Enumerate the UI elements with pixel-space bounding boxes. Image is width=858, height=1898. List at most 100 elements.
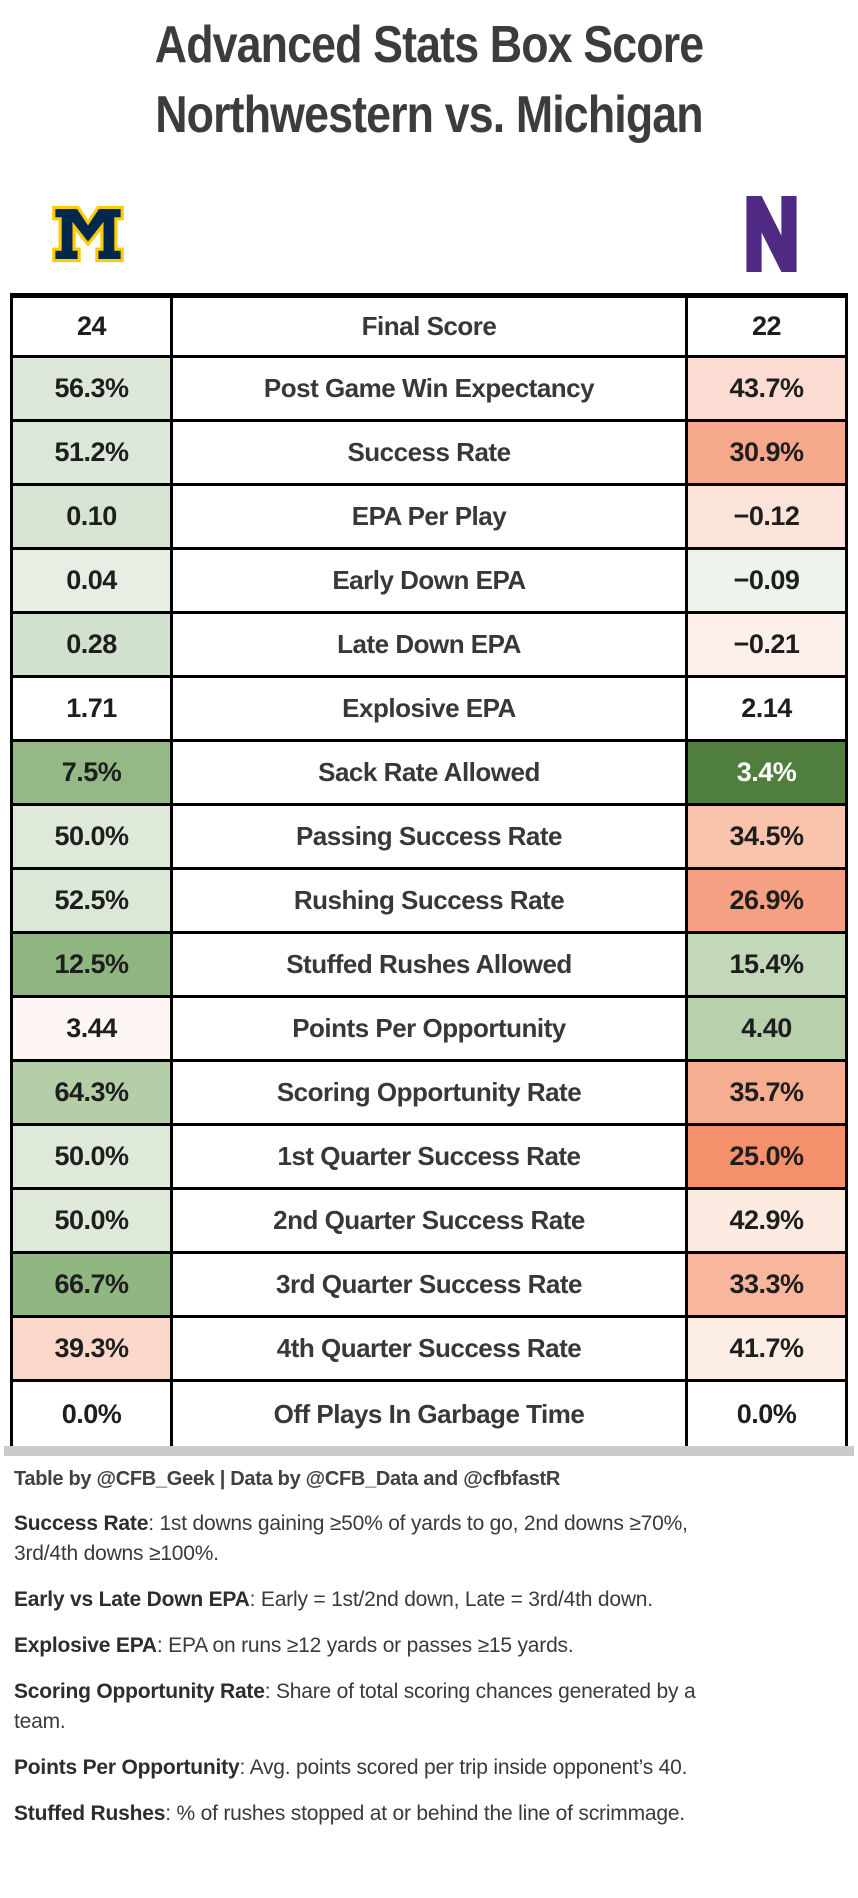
metric-cell: 3rd Quarter Success Rate <box>170 1254 688 1315</box>
title-line-2: Northwestern vs. Michigan <box>155 86 703 144</box>
michigan-value-cell: 50.0% <box>13 1190 170 1251</box>
note-term: Scoring Opportunity Rate <box>14 1680 265 1703</box>
michigan-value-cell: 12.5% <box>13 934 170 995</box>
michigan-value: 39.3% <box>54 1333 129 1363</box>
northwestern-value: 26.9% <box>729 885 804 915</box>
glossary-note: Scoring Opportunity Rate: Share of total… <box>14 1677 704 1737</box>
metric-cell: EPA Per Play <box>170 486 688 547</box>
northwestern-value-cell: 41.7% <box>688 1318 845 1379</box>
table-row: 3.44 Points Per Opportunity 4.40 <box>13 998 845 1062</box>
table-row: 24 Final Score 22 <box>13 298 845 358</box>
metric-cell: Sack Rate Allowed <box>170 742 688 803</box>
northwestern-value: 33.3% <box>729 1269 804 1299</box>
glossary-note: Points Per Opportunity: Avg. points scor… <box>14 1753 704 1783</box>
northwestern-value: 41.7% <box>729 1333 804 1363</box>
northwestern-value-cell: 43.7% <box>688 358 845 419</box>
table-row: 50.0% Passing Success Rate 34.5% <box>13 806 845 870</box>
northwestern-value: 42.9% <box>729 1205 804 1235</box>
note-text: : Avg. points scored per trip inside opp… <box>239 1756 688 1779</box>
metric-label: 1st Quarter Success Rate <box>277 1141 581 1171</box>
michigan-value-cell: 0.04 <box>13 550 170 611</box>
michigan-value: 12.5% <box>54 949 129 979</box>
metric-label: Points Per Opportunity <box>292 1013 566 1043</box>
metric-cell: Scoring Opportunity Rate <box>170 1062 688 1123</box>
metric-cell: Post Game Win Expectancy <box>170 358 688 419</box>
metric-label: Sack Rate Allowed <box>318 757 540 787</box>
glossary-note: Explosive EPA: EPA on runs ≥12 yards or … <box>14 1631 704 1661</box>
michigan-value-cell: 51.2% <box>13 422 170 483</box>
michigan-value: 66.7% <box>54 1269 129 1299</box>
table-row: 12.5% Stuffed Rushes Allowed 15.4% <box>13 934 845 998</box>
northwestern-value: 2.14 <box>741 693 792 723</box>
northwestern-value-cell: 30.9% <box>688 422 845 483</box>
metric-label: 3rd Quarter Success Rate <box>276 1269 582 1299</box>
michigan-value: 24 <box>76 311 107 341</box>
northwestern-value: −0.09 <box>733 565 800 595</box>
northwestern-value-cell: 33.3% <box>688 1254 845 1315</box>
northwestern-value-cell: 42.9% <box>688 1190 845 1251</box>
michigan-value-cell: 39.3% <box>13 1318 170 1379</box>
metric-label: 2nd Quarter Success Rate <box>273 1205 585 1235</box>
note-text: : % of rushes stopped at or behind the l… <box>165 1802 685 1825</box>
michigan-value: 0.0% <box>61 1398 122 1429</box>
michigan-value: 50.0% <box>54 1205 129 1235</box>
michigan-value-cell: 50.0% <box>13 1126 170 1187</box>
michigan-value: 0.28 <box>66 629 117 659</box>
northwestern-value-cell: 22 <box>688 298 845 355</box>
michigan-value: 50.0% <box>54 1141 129 1171</box>
note-text: : Share of total scoring chances generat… <box>14 1680 696 1733</box>
metric-cell: Stuffed Rushes Allowed <box>170 934 688 995</box>
title-line-1: Advanced Stats Box Score <box>154 16 704 74</box>
table-row: 56.3% Post Game Win Expectancy 43.7% <box>13 358 845 422</box>
michigan-value-cell: 56.3% <box>13 358 170 419</box>
metric-cell: Passing Success Rate <box>170 806 688 867</box>
metric-label: Scoring Opportunity Rate <box>276 1077 582 1107</box>
northwestern-value-cell: 0.0% <box>688 1382 845 1446</box>
michigan-value: 0.10 <box>66 501 117 531</box>
note-text: : Early = 1st/2nd down, Late = 3rd/4th d… <box>249 1588 653 1611</box>
northwestern-value-cell: 35.7% <box>688 1062 845 1123</box>
michigan-value-cell: 66.7% <box>13 1254 170 1315</box>
glossary-note: Early vs Late Down EPA: Early = 1st/2nd … <box>14 1585 704 1615</box>
northwestern-value: 25.0% <box>729 1141 804 1171</box>
metric-cell: Explosive EPA <box>170 678 688 739</box>
metric-label: Late Down EPA <box>337 629 521 659</box>
northwestern-value: 4.40 <box>741 1013 792 1043</box>
northwestern-value-cell: 4.40 <box>688 998 845 1059</box>
table-row: 52.5% Rushing Success Rate 26.9% <box>13 870 845 934</box>
michigan-block-m-shape <box>52 205 124 263</box>
northwestern-value: 35.7% <box>729 1077 804 1107</box>
metric-label: Final Score <box>361 311 497 341</box>
stats-table: 24 Final Score 22 56.3% Post Game Win Ex… <box>10 293 848 1449</box>
northwestern-value: −0.21 <box>733 629 800 659</box>
metric-cell: Success Rate <box>170 422 688 483</box>
note-term: Explosive EPA <box>14 1634 157 1657</box>
michigan-value: 52.5% <box>54 885 129 915</box>
northwestern-n-shape <box>746 196 797 272</box>
northwestern-logo <box>746 196 797 272</box>
note-term: Early vs Late Down EPA <box>14 1588 250 1611</box>
northwestern-value: 22 <box>751 311 782 341</box>
metric-label: Early Down EPA <box>332 565 526 595</box>
northwestern-value-cell: 25.0% <box>688 1126 845 1187</box>
table-row: 1.71 Explosive EPA 2.14 <box>13 678 845 742</box>
note-term: Points Per Opportunity <box>14 1756 240 1779</box>
northwestern-value-cell: 2.14 <box>688 678 845 739</box>
northwestern-value: 0.0% <box>736 1398 797 1429</box>
michigan-value-cell: 1.71 <box>13 678 170 739</box>
metric-label: Post Game Win Expectancy <box>263 373 595 403</box>
metric-label: Passing Success Rate <box>295 821 563 851</box>
table-row: 50.0% 1st Quarter Success Rate 25.0% <box>13 1126 845 1190</box>
metric-cell: Early Down EPA <box>170 550 688 611</box>
metric-label: Rushing Success Rate <box>293 885 565 915</box>
metric-cell: Off Plays In Garbage Time <box>170 1382 688 1446</box>
michigan-value: 64.3% <box>54 1077 129 1107</box>
michigan-value-cell: 3.44 <box>13 998 170 1059</box>
glossary-notes: Success Rate: 1st downs gaining ≥50% of … <box>14 1509 704 1829</box>
northwestern-value-cell: −0.12 <box>688 486 845 547</box>
table-row: 0.04 Early Down EPA −0.09 <box>13 550 845 614</box>
table-row: 51.2% Success Rate 30.9% <box>13 422 845 486</box>
northwestern-value: −0.12 <box>733 501 800 531</box>
table-row: 64.3% Scoring Opportunity Rate 35.7% <box>13 1062 845 1126</box>
table-row: 7.5% Sack Rate Allowed 3.4% <box>13 742 845 806</box>
